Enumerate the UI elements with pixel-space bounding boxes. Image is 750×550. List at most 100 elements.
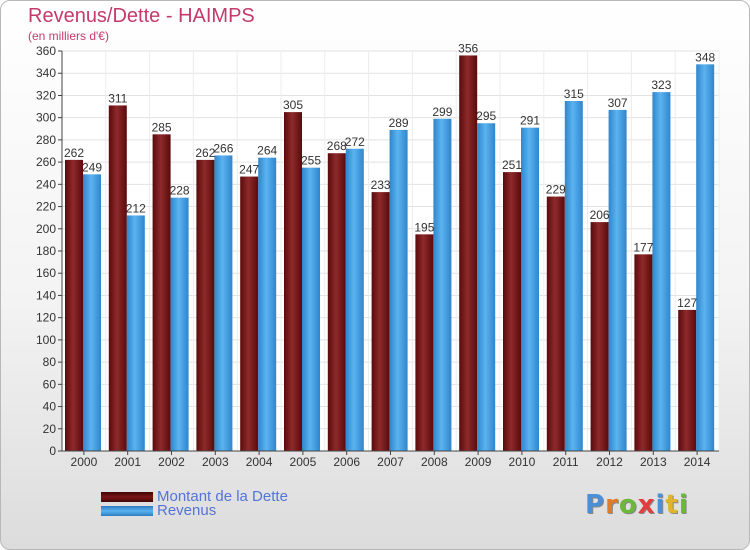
data-label-dette-2008: 195 bbox=[414, 220, 434, 234]
y-tick-label: 120 bbox=[36, 311, 56, 325]
y-tick-label: 300 bbox=[36, 111, 56, 125]
legend-swatch-revenus bbox=[101, 506, 153, 516]
x-tick-label-2014: 2014 bbox=[684, 455, 711, 469]
logo-letter: x bbox=[637, 490, 656, 520]
bar-dette-2008 bbox=[415, 234, 434, 451]
bar-revenus-2002 bbox=[170, 197, 189, 451]
data-label-dette-2009: 356 bbox=[458, 41, 478, 55]
y-tick-label: 280 bbox=[36, 133, 56, 147]
bar-revenus-2000 bbox=[83, 174, 101, 452]
data-label-revenus-2002: 228 bbox=[170, 184, 190, 198]
data-label-dette-2011: 229 bbox=[546, 183, 566, 197]
x-tick-label-2009: 2009 bbox=[465, 455, 492, 469]
y-tick-label: 180 bbox=[36, 244, 56, 258]
x-tick-label-2007: 2007 bbox=[377, 455, 404, 469]
bar-revenus-2001 bbox=[126, 215, 145, 451]
data-label-dette-2006: 268 bbox=[327, 139, 347, 153]
y-tick-label: 140 bbox=[36, 288, 56, 302]
data-label-dette-2013: 177 bbox=[633, 240, 653, 254]
data-label-dette-2005: 305 bbox=[283, 98, 303, 112]
y-tick-label: 40 bbox=[43, 400, 57, 414]
bar-revenus-2004 bbox=[258, 157, 277, 451]
x-tick-label-2013: 2013 bbox=[640, 455, 667, 469]
bar-revenus-2011 bbox=[564, 101, 583, 451]
data-label-dette-2001: 311 bbox=[108, 91, 127, 105]
y-tick-label: 100 bbox=[36, 333, 56, 347]
bar-revenus-2012 bbox=[608, 109, 627, 451]
y-tick-label: 340 bbox=[36, 66, 56, 80]
logo-letter: r bbox=[605, 490, 619, 520]
data-label-revenus-2006: 272 bbox=[345, 135, 365, 149]
data-label-revenus-2009: 295 bbox=[476, 109, 496, 123]
bar-dette-2013 bbox=[634, 254, 653, 451]
x-tick-label-2001: 2001 bbox=[114, 455, 141, 469]
bar-dette-2009 bbox=[459, 55, 478, 451]
bar-revenus-2010 bbox=[521, 127, 539, 452]
data-label-dette-2000: 262 bbox=[64, 146, 84, 160]
logo-letter: t bbox=[665, 490, 679, 520]
data-label-revenus-2014: 348 bbox=[695, 50, 715, 64]
data-label-dette-2012: 206 bbox=[590, 208, 610, 222]
x-tick-label-2004: 2004 bbox=[246, 455, 273, 469]
bar-dette-2003 bbox=[196, 159, 215, 451]
logo-letter: i bbox=[678, 490, 689, 520]
data-label-revenus-2012: 307 bbox=[608, 96, 628, 110]
bar-dette-2007 bbox=[371, 192, 390, 451]
x-tick-label-2005: 2005 bbox=[290, 455, 317, 469]
x-tick-label-2003: 2003 bbox=[202, 455, 229, 469]
x-tick-label-2000: 2000 bbox=[71, 455, 98, 469]
y-tick-label: 320 bbox=[36, 88, 56, 102]
x-tick-label-2008: 2008 bbox=[421, 455, 448, 469]
logo-letter: P bbox=[585, 490, 606, 520]
data-label-revenus-2008: 299 bbox=[432, 105, 452, 119]
bar-revenus-2006 bbox=[345, 148, 364, 451]
data-label-revenus-2007: 289 bbox=[389, 116, 409, 130]
bar-dette-2004 bbox=[240, 176, 259, 452]
data-label-dette-2010: 251 bbox=[502, 158, 522, 172]
data-label-revenus-2005: 255 bbox=[301, 154, 321, 168]
bar-dette-2011 bbox=[546, 196, 565, 451]
bar-dette-2012 bbox=[590, 222, 609, 451]
y-tick-label: 20 bbox=[43, 422, 57, 436]
legend-label-dette: Montant de la Dette bbox=[157, 488, 288, 505]
chart-subtitle: (en milliers d'€) bbox=[28, 29, 109, 43]
bar-revenus-2009 bbox=[477, 123, 496, 451]
data-label-revenus-2010: 291 bbox=[520, 114, 540, 128]
y-tick-label: 60 bbox=[43, 377, 57, 391]
y-tick-label: 220 bbox=[36, 200, 56, 214]
legend-swatch-dette bbox=[101, 492, 153, 502]
y-tick-label: 240 bbox=[36, 177, 56, 191]
bar-dette-2006 bbox=[327, 153, 346, 451]
bar-revenus-2013 bbox=[652, 92, 671, 451]
data-label-dette-2002: 285 bbox=[152, 120, 172, 134]
y-tick-label: 200 bbox=[36, 222, 56, 236]
data-label-dette-2014: 127 bbox=[677, 296, 697, 310]
chart-title: Revenus/Dette - HAIMPS bbox=[28, 5, 255, 27]
bar-dette-2014 bbox=[678, 309, 697, 451]
data-label-dette-2003: 262 bbox=[195, 146, 215, 160]
y-tick-label: 80 bbox=[43, 355, 57, 369]
data-label-revenus-2003: 266 bbox=[213, 141, 233, 155]
x-tick-label-2010: 2010 bbox=[509, 455, 536, 469]
x-tick-label-2006: 2006 bbox=[333, 455, 360, 469]
data-label-revenus-2004: 264 bbox=[257, 144, 277, 158]
bar-revenus-2003 bbox=[214, 155, 233, 451]
x-tick-label-2012: 2012 bbox=[596, 455, 623, 469]
logo-letter: i bbox=[655, 490, 666, 520]
logo-letter: o bbox=[618, 490, 638, 520]
data-label-dette-2007: 233 bbox=[371, 178, 391, 192]
bar-revenus-2014 bbox=[696, 64, 715, 452]
bar-dette-2010 bbox=[503, 172, 521, 451]
data-label-revenus-2000: 249 bbox=[82, 160, 102, 174]
legend-label-revenus: Revenus bbox=[157, 502, 217, 519]
bar-revenus-2005 bbox=[302, 167, 320, 451]
bar-dette-2000 bbox=[65, 159, 83, 451]
data-label-dette-2004: 247 bbox=[239, 163, 259, 177]
bar-revenus-2008 bbox=[433, 118, 452, 452]
y-tick-label: 0 bbox=[49, 444, 56, 458]
data-label-revenus-2013: 323 bbox=[651, 78, 671, 92]
y-tick-label: 160 bbox=[36, 266, 56, 280]
bar-revenus-2007 bbox=[389, 129, 408, 451]
